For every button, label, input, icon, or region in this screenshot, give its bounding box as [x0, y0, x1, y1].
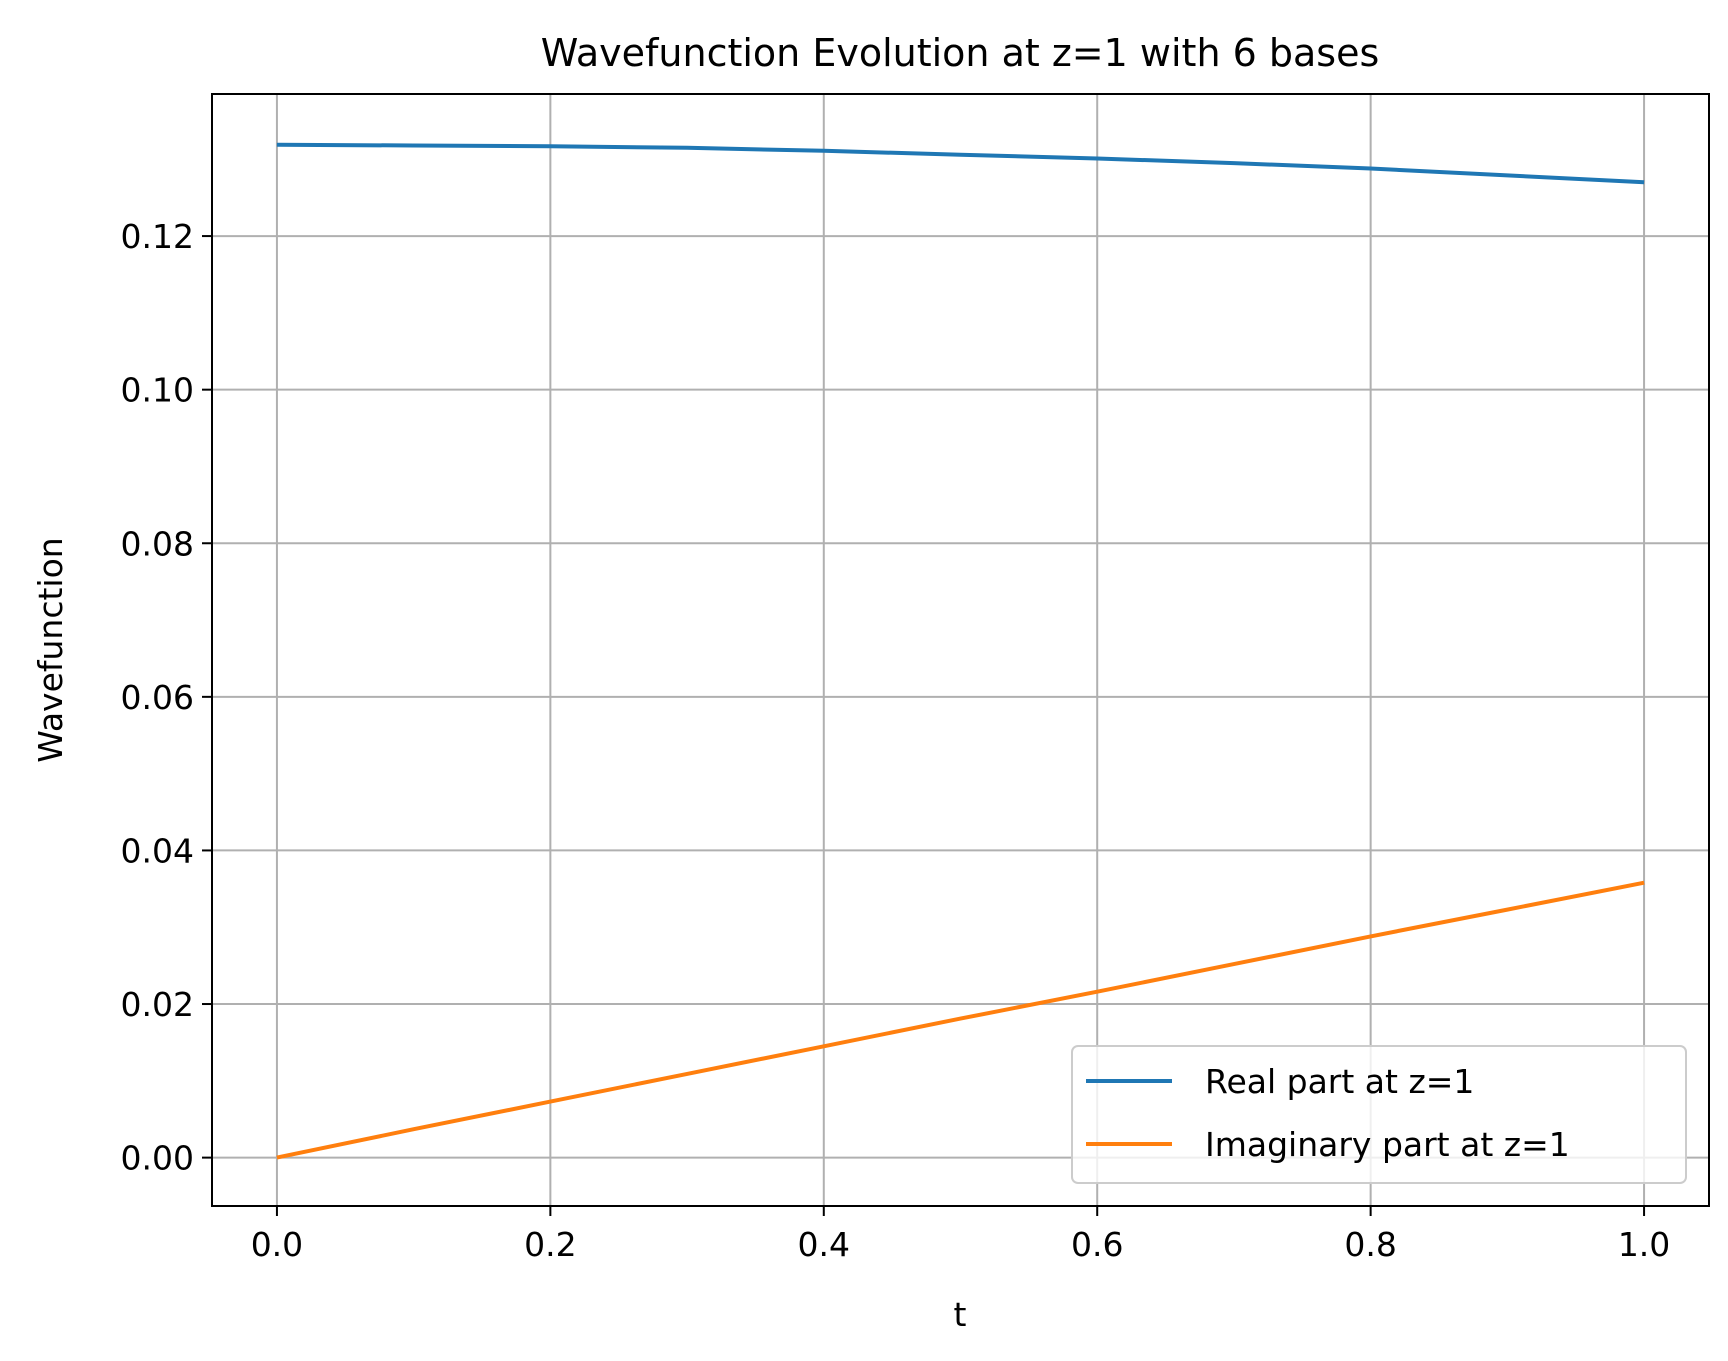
- x-tick-label: 1.0: [1618, 1225, 1670, 1264]
- plot-area-frame: [211, 93, 1710, 1207]
- legend-box: [1071, 1045, 1687, 1184]
- y-axis-label: Wavefunction: [31, 537, 70, 762]
- series-line-real-part: [276, 142, 1645, 185]
- y-tick-label: 0.06: [121, 678, 194, 717]
- y-tick-label: 0.04: [121, 831, 194, 870]
- y-axis-ticks: 0.00 0.02 0.04 0.06 0.08 0.10 0.12: [121, 217, 212, 1178]
- y-tick-label: 0.00: [121, 1139, 194, 1178]
- x-tick-label: 0.8: [1344, 1225, 1396, 1264]
- legend-label: Imaginary part at z=1: [1205, 1125, 1570, 1164]
- y-tick-label: 0.10: [121, 371, 194, 410]
- series-lines: [276, 142, 1645, 1160]
- grid-lines: [212, 94, 1709, 1206]
- legend-label: Real part at z=1: [1205, 1062, 1474, 1101]
- x-tick-label: 0.2: [524, 1225, 576, 1264]
- y-tick-label: 0.02: [121, 985, 194, 1024]
- y-tick-label: 0.12: [121, 217, 194, 256]
- x-tick-label: 0.4: [798, 1225, 850, 1264]
- x-tick-label: 0.0: [251, 1225, 303, 1264]
- legend: Real part at z=1 Imaginary part at z=1: [1071, 1045, 1687, 1184]
- x-tick-label: 0.6: [1071, 1225, 1123, 1264]
- x-axis-ticks: 0.0 0.2 0.4 0.6 0.8 1.0: [251, 1206, 1670, 1264]
- x-axis-label: t: [954, 1295, 967, 1334]
- series-line-imaginary-part: [276, 880, 1645, 1160]
- legend-items: Real part at z=1 Imaginary part at z=1: [1086, 1062, 1570, 1164]
- chart-title: Wavefunction Evolution at z=1 with 6 bas…: [541, 31, 1380, 75]
- y-tick-label: 0.08: [121, 524, 194, 563]
